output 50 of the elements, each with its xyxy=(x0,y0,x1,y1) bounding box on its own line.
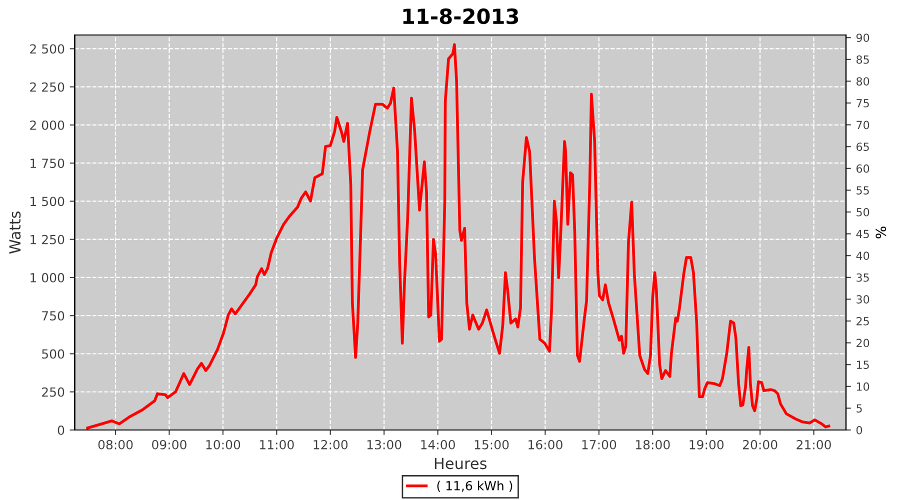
x-axis-title: Heures xyxy=(434,458,487,470)
x-tick-label: 19:00 xyxy=(690,440,724,450)
y2-tick-label: 65 xyxy=(856,142,869,151)
x-tick-label: 18:00 xyxy=(636,440,670,450)
x-tick-label: 21:00 xyxy=(796,440,831,450)
y2-tick-label: 45 xyxy=(856,230,869,238)
y2-tick-label: 60 xyxy=(856,164,870,173)
y2-tick-label: 25 xyxy=(856,316,869,326)
y2-tick-label: 75 xyxy=(856,99,869,108)
x-tick-label: 15:00 xyxy=(474,440,509,450)
y2-tick-label: 15 xyxy=(856,360,869,369)
y2-tick-label: 90 xyxy=(856,34,870,42)
y-tick-label: 1 250 xyxy=(30,234,64,244)
y-tick-label: 2 000 xyxy=(30,120,64,130)
y-tick-label: 1 750 xyxy=(30,158,64,168)
x-tick-label: 10:00 xyxy=(206,440,240,450)
y-tick-label: 1 500 xyxy=(30,196,64,206)
y2-tick-label: 35 xyxy=(856,273,869,282)
y2-axis-title: % xyxy=(876,226,886,238)
y2-tick-label: 0 xyxy=(856,426,862,434)
x-tick-label: 17:00 xyxy=(582,440,616,450)
y-tick-label: 2 500 xyxy=(30,44,64,54)
y2-tick-label: 70 xyxy=(856,120,870,130)
y-tick-label: 500 xyxy=(42,349,64,359)
x-tick-label: 13:00 xyxy=(367,440,402,450)
chart-title: 11-8-2013 xyxy=(403,8,518,24)
x-tick-label: 16:00 xyxy=(528,440,562,450)
x-tick-label: 11:00 xyxy=(260,440,294,450)
y-tick-label: 2 250 xyxy=(30,82,64,92)
y-tick-label: 0 xyxy=(58,425,64,435)
y2-tick-label: 5 xyxy=(856,404,862,413)
y2-tick-label: 50 xyxy=(856,208,870,216)
legend-label: ( 11,6 kWh ) xyxy=(437,480,512,492)
y-tick-label: 250 xyxy=(42,387,64,397)
y2-tick-label: 10 xyxy=(856,382,870,391)
line-series xyxy=(86,43,830,430)
y2-tick-label: 30 xyxy=(856,295,870,304)
x-tick-label: 09:00 xyxy=(152,440,186,450)
y2-tick-label: 20 xyxy=(856,338,870,348)
y2-tick-label: 85 xyxy=(856,55,869,64)
y2-tick-label: 40 xyxy=(856,252,870,260)
y2-tick-label: 55 xyxy=(856,186,869,195)
y2-tick-label: 80 xyxy=(856,77,870,86)
x-tick-label: 14:00 xyxy=(421,440,455,450)
x-tick-label: 20:00 xyxy=(742,440,778,450)
x-tick-label: 12:00 xyxy=(314,440,348,450)
x-tick-label: 08:00 xyxy=(98,440,133,450)
y-tick-label: 1 000 xyxy=(30,272,64,282)
y-tick-label: 750 xyxy=(42,311,64,321)
y-axis-title: Watts xyxy=(9,212,21,254)
